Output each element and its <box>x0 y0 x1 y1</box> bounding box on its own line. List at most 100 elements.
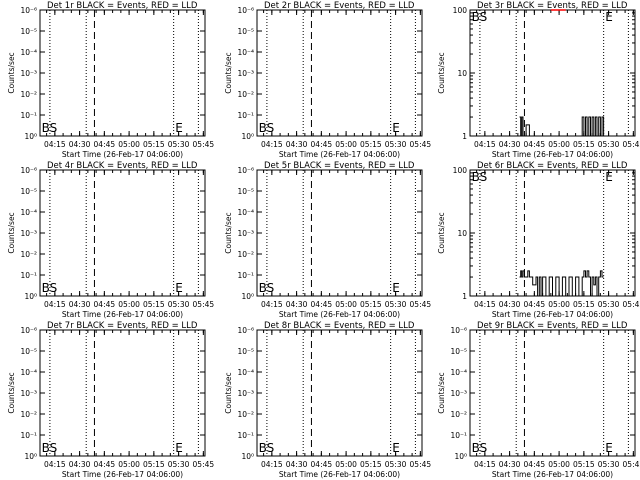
y-tick-label: 10⁻⁵ <box>237 347 254 356</box>
y-tick-label: 10⁻² <box>20 410 37 419</box>
x-tick-label: 05:00 <box>335 300 357 309</box>
y-tick-label: 10⁰ <box>24 452 37 461</box>
e-marker-label: E <box>605 10 613 24</box>
detector-panel: Det 8r BLACK = Events, RED = LLD 10⁰ 10⁻¹ 1… <box>224 321 431 479</box>
plot-frame <box>256 329 423 457</box>
x-tick-label: 05:45 <box>410 300 432 309</box>
x-tick-label: 04:30 <box>69 460 91 469</box>
x-tick-label: 04:30 <box>499 300 521 309</box>
e-marker-label: E <box>175 441 183 455</box>
y-tick-label: 10⁻⁴ <box>237 368 254 377</box>
x-tick-label: 04:15 <box>261 140 283 149</box>
x-tick-label: 05:15 <box>573 300 595 309</box>
x-tick-label: 04:30 <box>69 300 91 309</box>
plot-frame <box>469 329 636 457</box>
y-tick-label: 100 <box>453 166 468 175</box>
e-marker-label: E <box>175 281 183 295</box>
x-tick-label: 04:30 <box>499 140 521 149</box>
x-axis-label: Start Time (26-Feb-17 04:06:00) <box>62 150 183 159</box>
x-tick-label: 05:45 <box>193 140 215 149</box>
y-tick-label: 10⁰ <box>454 452 467 461</box>
x-tick-label: 05:15 <box>360 300 382 309</box>
panel-title: Det 5r BLACK = Events, RED = LLD <box>264 161 415 171</box>
y-tick-label: 100 <box>453 6 468 15</box>
x-tick-label: 05:00 <box>548 300 570 309</box>
plot-frame <box>39 329 206 457</box>
x-tick-label: 05:45 <box>410 140 432 149</box>
x-tick-label: 05:00 <box>118 140 140 149</box>
bs-marker-label: BS <box>42 121 58 135</box>
x-tick-label: 04:45 <box>311 300 333 309</box>
x-tick-label: 05:15 <box>573 140 595 149</box>
x-tick-label: 04:45 <box>94 300 116 309</box>
panel-title: Det 9r BLACK = Events, RED = LLD <box>477 321 628 331</box>
x-tick-label: 05:00 <box>335 140 357 149</box>
y-tick-label: 10⁻⁶ <box>20 166 37 175</box>
x-tick-label: 05:30 <box>168 140 190 149</box>
x-tick-label: 04:45 <box>94 140 116 149</box>
e-marker-label: E <box>392 281 400 295</box>
y-tick-label: 10⁻¹ <box>237 271 254 280</box>
panel-title: Det 8r BLACK = Events, RED = LLD <box>264 321 415 331</box>
y-tick-label: 10⁻³ <box>20 389 37 398</box>
detector-panel: Det 4r BLACK = Events, RED = LLD 10⁰ 10⁻¹ 1… <box>7 161 214 319</box>
x-tick-label: 04:15 <box>474 460 496 469</box>
y-tick-label: 1 <box>462 292 467 301</box>
y-axis-label: Counts/sec <box>437 52 446 93</box>
x-tick-label: 05:15 <box>143 460 165 469</box>
y-tick-label: 10⁻² <box>237 250 254 259</box>
x-tick-label: 04:15 <box>261 300 283 309</box>
y-axis-label: Counts/sec <box>7 52 16 93</box>
y-axis-label: Counts/sec <box>7 372 16 413</box>
x-tick-label: 05:30 <box>168 460 190 469</box>
y-tick-label: 10 <box>457 69 467 78</box>
y-tick-label: 10⁻⁵ <box>20 27 37 36</box>
plot-frame <box>256 169 423 297</box>
panel-title: Det 4r BLACK = Events, RED = LLD <box>47 161 198 171</box>
x-tick-label: 04:30 <box>286 140 308 149</box>
x-axis-label: Start Time (26-Feb-17 04:06:00) <box>279 310 400 319</box>
y-tick-label: 10⁻³ <box>20 69 37 78</box>
y-axis-label: Counts/sec <box>437 212 446 253</box>
y-tick-label: 10⁻¹ <box>20 111 37 120</box>
x-tick-label: 05:00 <box>548 140 570 149</box>
x-tick-label: 05:15 <box>143 300 165 309</box>
x-tick-label: 05:30 <box>598 460 620 469</box>
y-tick-label: 10⁻³ <box>450 389 467 398</box>
y-tick-label: 10⁻¹ <box>20 271 37 280</box>
x-tick-label: 04:15 <box>44 460 66 469</box>
x-tick-label: 04:45 <box>524 460 546 469</box>
bs-marker-label: BS <box>42 281 58 295</box>
detector-panel: Det 7r BLACK = Events, RED = LLD 10⁰ 10⁻¹ 1… <box>7 321 214 479</box>
plot-frame <box>39 169 206 297</box>
bs-marker-label: BS <box>472 10 488 24</box>
y-tick-label: 1 <box>462 132 467 141</box>
y-tick-label: 10⁻⁶ <box>450 326 467 335</box>
x-tick-label: 05:15 <box>360 460 382 469</box>
x-tick-label: 05:30 <box>385 460 407 469</box>
x-tick-label: 05:00 <box>548 460 570 469</box>
data-series-line <box>519 116 605 137</box>
y-tick-label: 10⁻¹ <box>237 431 254 440</box>
y-tick-label: 10⁻⁴ <box>20 368 37 377</box>
x-axis-label: Start Time (26-Feb-17 04:06:00) <box>279 470 400 479</box>
panel-title: Det 7r BLACK = Events, RED = LLD <box>47 321 198 331</box>
y-tick-label: 10⁻¹ <box>20 431 37 440</box>
bs-marker-label: BS <box>42 441 58 455</box>
y-tick-label: 10⁻² <box>237 90 254 99</box>
y-tick-label: 10⁻⁴ <box>450 368 467 377</box>
y-tick-label: 10⁻¹ <box>450 431 467 440</box>
x-tick-label: 04:15 <box>474 300 496 309</box>
y-tick-label: 10⁻² <box>20 90 37 99</box>
x-tick-label: 05:30 <box>385 300 407 309</box>
detector-panel: Det 1r BLACK = Events, RED = LLD 10⁰ 10⁻¹ 1… <box>7 1 214 159</box>
x-tick-label: 05:15 <box>573 460 595 469</box>
e-marker-label: E <box>605 441 613 455</box>
panel-title: Det 2r BLACK = Events, RED = LLD <box>264 1 415 11</box>
y-tick-label: 10⁻⁶ <box>20 326 37 335</box>
bs-marker-label: BS <box>259 121 275 135</box>
y-tick-label: 10⁻³ <box>237 229 254 238</box>
detector-panel: Det 3r BLACK = Events, RED = LLD 1 10 100 Co… <box>437 1 640 159</box>
data-series-line <box>519 270 604 297</box>
